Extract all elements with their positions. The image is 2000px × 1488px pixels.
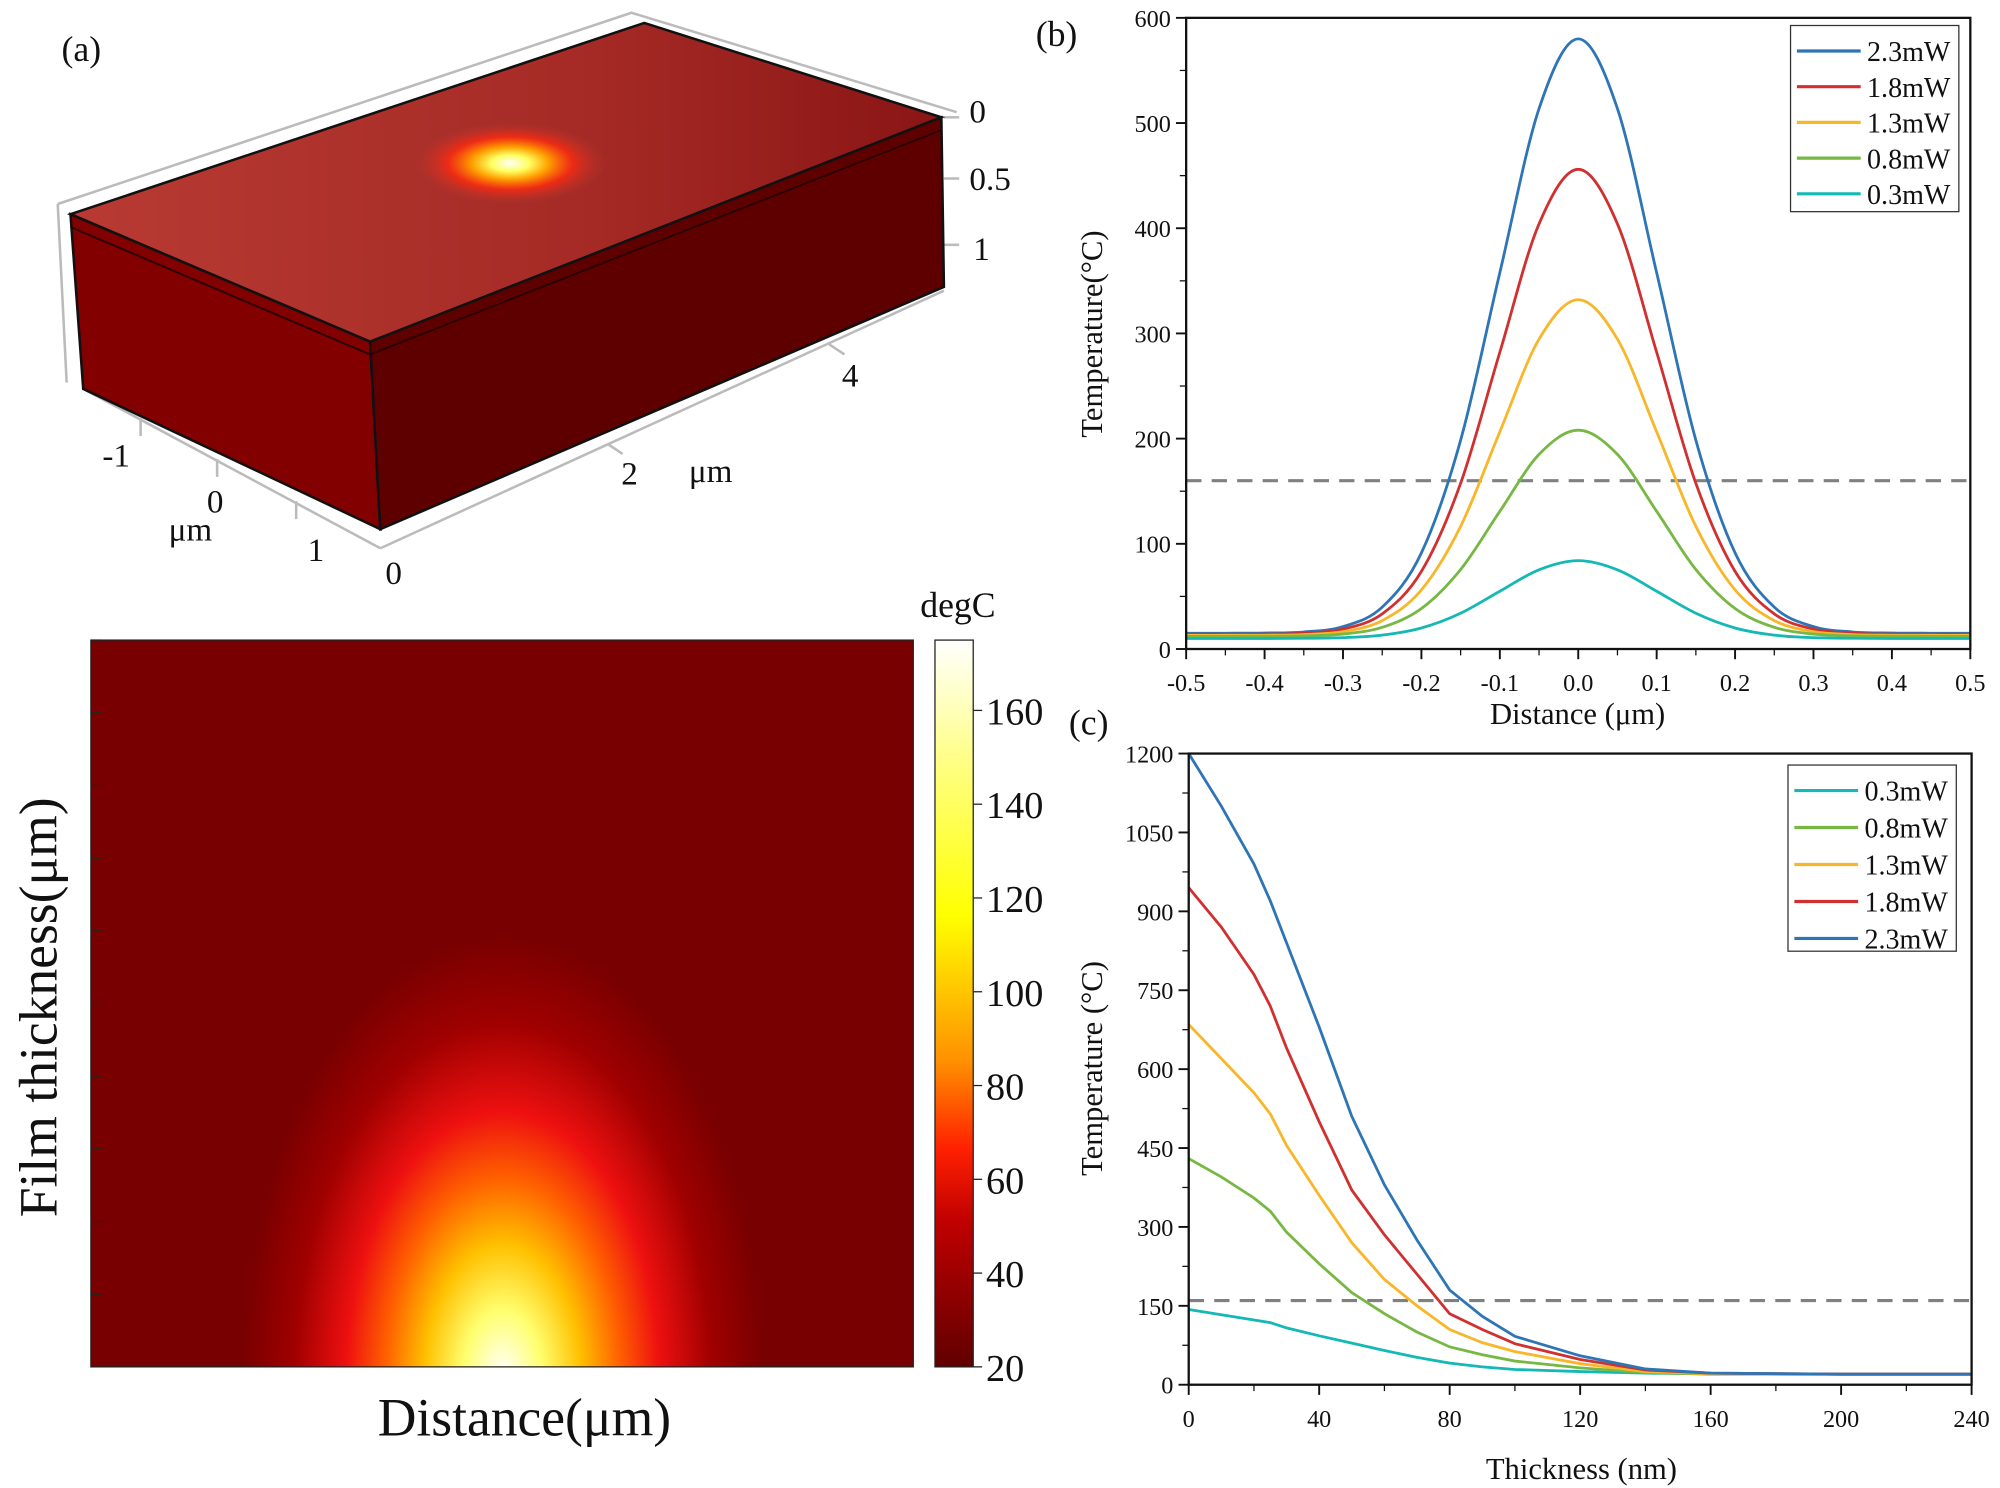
y-tick-label: 300 (1135, 321, 1171, 348)
x-tick-label: 80 (1438, 1406, 1462, 1433)
legend-label: 1.3mW (1864, 851, 1948, 882)
y-tick-label: 600 (1137, 1057, 1173, 1084)
x-tick-label: 40 (1307, 1406, 1331, 1433)
legend-label: 0.3mW (1864, 777, 1948, 808)
series-line-0.3mW (1186, 559, 1971, 640)
x-tick-label: 0 (1183, 1406, 1195, 1433)
x-tick-label: 200 (1823, 1406, 1859, 1433)
y-tick-label: 200 (1135, 427, 1171, 454)
colorbar-tick-label: 160 (986, 691, 1043, 733)
colorbar (934, 639, 974, 1368)
x-tick-label: 0.0 (1563, 670, 1593, 697)
y-tick-label: 0 (1161, 1373, 1173, 1400)
tick-label: -1 (102, 438, 130, 475)
y-tick-label: 900 (1137, 899, 1173, 926)
x-tick-label: 240 (1953, 1406, 1989, 1433)
axis-tick-labels-3d: 0 0.5 1 4 2 μm -1 0 μm 1 0 (102, 93, 1010, 592)
y-tick-label: 1050 (1125, 820, 1173, 847)
tick-label: 1 (308, 532, 325, 569)
series-line-2.3mW (1188, 753, 1972, 1376)
heatmap-image (90, 639, 914, 1368)
y-tick-label: 400 (1135, 216, 1171, 243)
y-tick-label: 1200 (1125, 741, 1173, 768)
x-tick-label: -0.5 (1167, 670, 1205, 697)
tick-label: 0.5 (969, 161, 1010, 198)
panel-c-label: (c) (1069, 702, 1109, 742)
panel-a-3d-model: (a) 0 0.5 1 4 2 μm -1 0 μm 1 0 (56, 11, 1011, 592)
panel-b-label: (b) (1036, 14, 1078, 54)
chart-b-y-label: Temperature(°C) (1075, 230, 1109, 437)
chart-c-y-label: Temperature (°C) (1075, 961, 1109, 1176)
colorbar-tick-label: 60 (986, 1160, 1024, 1202)
legend-label: 0.8mW (1864, 814, 1948, 845)
colorbar-tick-label: 100 (986, 973, 1043, 1015)
series-line-1.8mW (1186, 167, 1971, 636)
colorbar-tick-label: 20 (986, 1348, 1024, 1390)
x-tick-label: -0.2 (1402, 670, 1440, 697)
colorbar-title: degC (920, 585, 995, 625)
axis-unit: μm (689, 453, 733, 490)
plot-frame (1185, 16, 1972, 651)
series-line-1.3mW (1186, 298, 1971, 637)
x-tick-label: 120 (1562, 1406, 1598, 1433)
legend-label: 0.3mW (1867, 180, 1951, 211)
y-tick-label: 100 (1135, 532, 1171, 559)
x-tick-label: -0.1 (1481, 670, 1519, 697)
legend-label: 0.8mW (1867, 144, 1951, 175)
laser-hotspot (414, 122, 607, 205)
y-tick-label: 150 (1137, 1294, 1173, 1321)
axis-frame (56, 11, 960, 550)
y-tick-label: 300 (1137, 1215, 1173, 1242)
tick-label: 1 (973, 231, 990, 268)
colorbar-tick-label: 140 (986, 785, 1043, 827)
colorbar-ticks: 20 40 60 80 100 120 140 160 (973, 691, 1043, 1390)
heatmap-y-label: Film thickness(μm) (8, 797, 68, 1217)
colorbar-tick-label: 40 (986, 1254, 1024, 1296)
legend-label: 2.3mW (1864, 925, 1948, 956)
box-side-face (368, 115, 946, 532)
legend-box (1789, 24, 1960, 213)
legend-label: 1.8mW (1867, 73, 1951, 104)
x-tick-label: -0.4 (1245, 670, 1283, 697)
heatmap-left-ticks (90, 639, 102, 1295)
x-tick-label: 0.4 (1877, 670, 1907, 697)
x-tick-label: -0.3 (1324, 670, 1362, 697)
tick-label: 0 (385, 555, 402, 592)
y-tick-label: 0 (1159, 637, 1171, 664)
series-line-0.8mW (1188, 1157, 1972, 1376)
x-tick-label: 0.3 (1798, 670, 1828, 697)
y-tick-label: 600 (1135, 6, 1171, 33)
x-tick-label: 160 (1692, 1406, 1728, 1433)
film-layer-line (70, 129, 942, 356)
y-tick-label: 500 (1135, 111, 1171, 138)
colorbar-tick-label: 120 (986, 879, 1043, 921)
chart-b-temperature-vs-distance: (b) Temperature(°C) Distance (μm) -0.5 -0… (1036, 6, 1986, 731)
y-tick-label: 450 (1137, 1136, 1173, 1163)
tick-label: 2 (621, 456, 638, 493)
tick-label: 4 (842, 357, 859, 394)
series-line-0.8mW (1186, 428, 1971, 638)
panel-a-label: (a) (62, 29, 102, 69)
heatmap-panel: 20 40 60 80 100 120 140 160 degC Distance(μm) F… (8, 585, 1043, 1448)
heatmap-x-label: Distance(μm) (378, 1388, 671, 1448)
tick-label: 0 (207, 484, 224, 521)
chart-b-x-label: Distance (μm) (1490, 697, 1665, 731)
tick-label: 0 (969, 93, 986, 130)
x-tick-label: 0.1 (1642, 670, 1672, 697)
legend-label: 1.8mW (1864, 888, 1948, 919)
x-tick-label: 0.2 (1720, 670, 1750, 697)
x-tick-label: 0.5 (1955, 670, 1985, 697)
series-line-2.3mW (1186, 37, 1971, 635)
series-line-1.3mW (1188, 1023, 1972, 1376)
chart-c-temperature-vs-thickness: (c) Temperature (°C) Thickness (nm) 0 40 8… (1069, 702, 1990, 1486)
y-tick-label: 750 (1137, 978, 1173, 1005)
colorbar-tick-label: 80 (986, 1067, 1024, 1109)
plot-frame (1187, 752, 1973, 1386)
axis-unit: μm (169, 512, 213, 549)
legend-label: 1.3mW (1867, 109, 1951, 140)
legend-label: 2.3mW (1867, 37, 1951, 68)
chart-c-x-label: Thickness (nm) (1486, 1452, 1677, 1486)
legend-box (1787, 764, 1957, 952)
